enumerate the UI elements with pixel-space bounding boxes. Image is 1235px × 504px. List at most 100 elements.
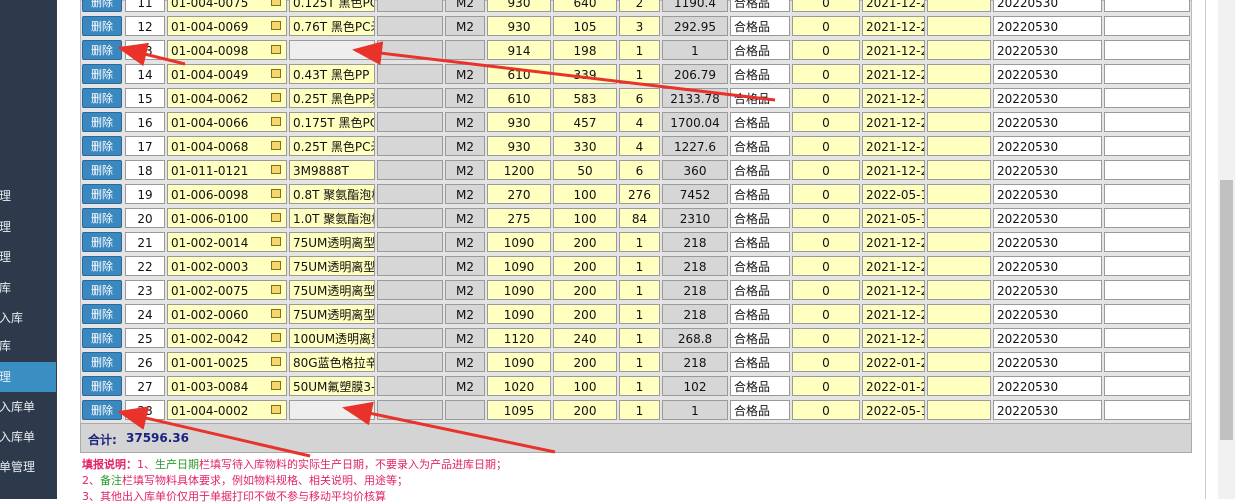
cell-date[interactable]: 2022-05-1 (862, 400, 925, 420)
lookup-icon[interactable] (271, 0, 281, 6)
cell-batch[interactable]: 20220530 (993, 256, 1102, 276)
cell-width[interactable]: 1090 (487, 352, 551, 372)
cell-length[interactable]: 339 (553, 64, 617, 84)
cell-code[interactable]: 01-002-0075 (167, 280, 287, 300)
cell-width[interactable]: 610 (487, 88, 551, 108)
cell-width[interactable]: 275 (487, 208, 551, 228)
cell-stock[interactable]: 0 (792, 160, 860, 180)
lookup-icon[interactable] (271, 285, 281, 294)
cell-area[interactable]: 206.79 (662, 64, 728, 84)
cell-quality[interactable]: 合格品 (730, 208, 790, 228)
cell-area[interactable]: 1700.04 (662, 112, 728, 132)
delete-button[interactable]: 删除 (82, 16, 122, 36)
cell-quality[interactable]: 合格品 (730, 352, 790, 372)
cell-qty[interactable]: 1 (619, 232, 660, 252)
cell-stock[interactable]: 0 (792, 256, 860, 276)
cell-unit[interactable]: M2 (445, 280, 485, 300)
cell-unit[interactable]: M2 (445, 328, 485, 348)
cell-unit[interactable]: M2 (445, 232, 485, 252)
lookup-icon[interactable] (271, 45, 281, 54)
cell-batch[interactable]: 20220530 (993, 280, 1102, 300)
cell-stock[interactable]: 0 (792, 328, 860, 348)
cell-quality[interactable]: 合格品 (730, 64, 790, 84)
cell-name[interactable]: 0.125T 黑色PC (289, 0, 375, 12)
delete-button[interactable]: 删除 (82, 64, 122, 84)
cell-stock[interactable]: 0 (792, 184, 860, 204)
cell-code[interactable]: 01-011-0121 (167, 160, 287, 180)
delete-button[interactable]: 删除 (82, 352, 122, 372)
cell-name[interactable]: 50UM氟塑膜3- (289, 376, 375, 396)
cell-quality[interactable]: 合格品 (730, 400, 790, 420)
cell-date[interactable]: 2022-01-2 (862, 352, 925, 372)
cell-name[interactable]: 0.25T 黑色PC矛 (289, 136, 375, 156)
cell-date[interactable]: 2021-12-2 (862, 136, 925, 156)
cell-stock[interactable]: 0 (792, 136, 860, 156)
cell-date[interactable]: 2021-12-2 (862, 112, 925, 132)
cell-code[interactable]: 01-003-0084 (167, 376, 287, 396)
cell-code[interactable]: 01-004-0098 (167, 40, 287, 60)
cell-length[interactable]: 200 (553, 256, 617, 276)
cell-length[interactable]: 640 (553, 0, 617, 12)
cell-width[interactable]: 270 (487, 184, 551, 204)
cell-code[interactable]: 01-004-0066 (167, 112, 287, 132)
cell-area[interactable]: 1 (662, 400, 728, 420)
cell-date[interactable]: 2021-12-2 (862, 328, 925, 348)
cell-batch[interactable]: 20220530 (993, 40, 1102, 60)
cell-qty[interactable]: 1 (619, 304, 660, 324)
cell-area[interactable]: 218 (662, 256, 728, 276)
lookup-icon[interactable] (271, 69, 281, 78)
cell-code[interactable]: 01-002-0014 (167, 232, 287, 252)
cell-width[interactable]: 1120 (487, 328, 551, 348)
cell-quality[interactable]: 合格品 (730, 88, 790, 108)
lookup-icon[interactable] (271, 405, 281, 414)
cell-batch[interactable]: 20220530 (993, 352, 1102, 372)
cell-unit[interactable]: M2 (445, 304, 485, 324)
menu-item[interactable]: 库 (0, 281, 12, 295)
cell-area[interactable]: 292.95 (662, 16, 728, 36)
delete-button[interactable]: 删除 (82, 304, 122, 324)
cell-quality[interactable]: 合格品 (730, 184, 790, 204)
cell-unit[interactable]: M2 (445, 64, 485, 84)
delete-button[interactable]: 删除 (82, 88, 122, 108)
delete-button[interactable]: 删除 (82, 400, 122, 420)
cell-date[interactable]: 2021-05-1 (862, 208, 925, 228)
cell-length[interactable]: 457 (553, 112, 617, 132)
cell-qty[interactable]: 1 (619, 256, 660, 276)
delete-button[interactable]: 删除 (82, 232, 122, 252)
cell-quality[interactable]: 合格品 (730, 16, 790, 36)
lookup-icon[interactable] (271, 21, 281, 30)
cell-stock[interactable]: 0 (792, 208, 860, 228)
delete-button[interactable]: 删除 (82, 160, 122, 180)
cell-area[interactable]: 360 (662, 160, 728, 180)
cell-unit[interactable]: M2 (445, 376, 485, 396)
cell-date[interactable]: 2021-12-2 (862, 0, 925, 12)
cell-width[interactable]: 930 (487, 16, 551, 36)
menu-item[interactable]: 理 (0, 362, 56, 392)
cell-batch[interactable]: 20220530 (993, 160, 1102, 180)
menu-item[interactable]: 理 (0, 250, 12, 264)
cell-length[interactable]: 200 (553, 304, 617, 324)
cell-code[interactable]: 01-004-0062 (167, 88, 287, 108)
cell-name[interactable]: 75UM透明离型 (289, 280, 375, 300)
cell-batch[interactable]: 20220530 (993, 376, 1102, 396)
lookup-icon[interactable] (271, 117, 281, 126)
cell-stock[interactable]: 0 (792, 88, 860, 108)
cell-width[interactable]: 1090 (487, 280, 551, 300)
cell-area[interactable]: 1227.6 (662, 136, 728, 156)
menu-item[interactable]: 单管理 (0, 460, 36, 474)
cell-date[interactable]: 2021-12-2 (862, 16, 925, 36)
cell-date[interactable]: 2022-01-2 (862, 376, 925, 396)
cell-batch[interactable]: 20220530 (993, 16, 1102, 36)
cell-unit[interactable]: M2 (445, 184, 485, 204)
cell-unit[interactable]: M2 (445, 16, 485, 36)
cell-code[interactable]: 01-004-0069 (167, 16, 287, 36)
cell-length[interactable]: 105 (553, 16, 617, 36)
cell-stock[interactable]: 0 (792, 232, 860, 252)
cell-quality[interactable]: 合格品 (730, 112, 790, 132)
cell-name[interactable]: 0.175T 黑色PC (289, 112, 375, 132)
cell-unit[interactable]: M2 (445, 0, 485, 12)
cell-area[interactable]: 218 (662, 304, 728, 324)
cell-length[interactable]: 330 (553, 136, 617, 156)
delete-button[interactable]: 删除 (82, 184, 122, 204)
menu-item[interactable]: 入库 (0, 311, 24, 325)
